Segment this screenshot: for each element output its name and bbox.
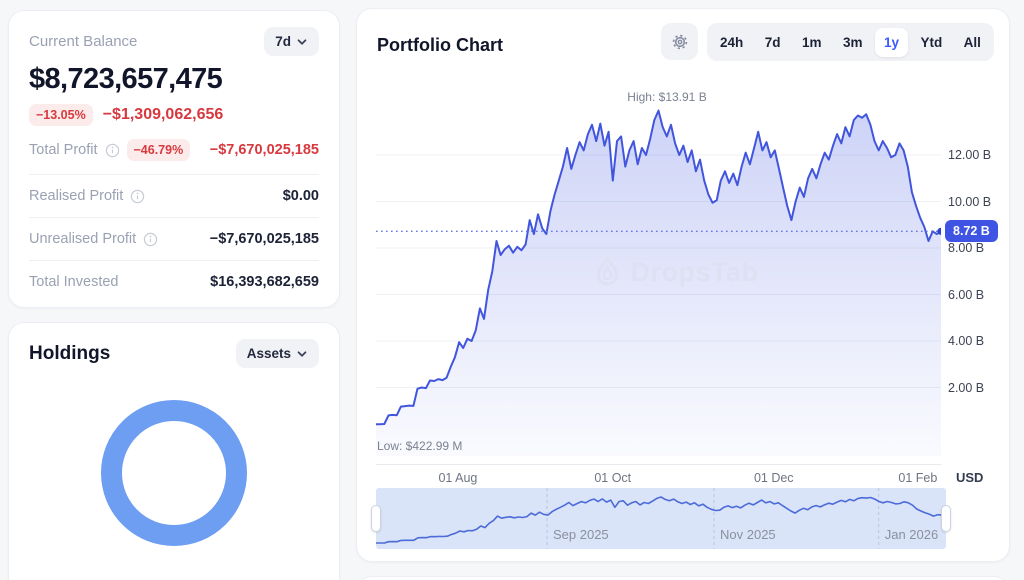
range-button-3m[interactable]: 3m	[834, 28, 872, 57]
currency-unit-label: USD	[956, 470, 984, 485]
time-range-selector: 24h 7d 1m 3m 1y Ytd All	[707, 23, 994, 61]
chart-minimap[interactable]: Sep 2025 Nov 2025 Jan 2026	[371, 488, 951, 549]
current-balance-value: $8,723,657,475	[29, 63, 223, 95]
brush-handle-right[interactable]	[941, 505, 951, 532]
x-axis-divider	[376, 464, 941, 465]
holdings-donut-chart	[101, 400, 247, 546]
range-button-all[interactable]: All	[955, 28, 990, 57]
next-section-card	[356, 576, 1010, 580]
info-icon[interactable]	[143, 232, 158, 247]
current-balance-card: Current Balance 7d $8,723,657,475 −13.05…	[8, 10, 340, 308]
range-button-24h[interactable]: 24h	[711, 28, 752, 57]
holdings-card: Holdings Assets	[8, 322, 340, 580]
y-axis-label: 2.00 B	[948, 380, 985, 395]
info-icon[interactable]	[105, 143, 120, 158]
stat-label: Total Invested	[29, 274, 119, 290]
info-icon[interactable]	[130, 189, 145, 204]
chart-settings-button[interactable]	[661, 23, 698, 60]
minimap-month-label: Nov 2025	[720, 527, 776, 542]
y-axis-label: 12.00 B	[948, 148, 992, 162]
chart-high-label: High: $13.91 B	[627, 90, 707, 104]
stat-row: Unrealised Profit −$7,670,025,185	[29, 217, 319, 260]
balance-stats-list: Realised Profit $0.00 Unrealised Profit −$7…	[29, 174, 319, 303]
portfolio-chart-title: Portfolio Chart	[377, 35, 503, 55]
stat-value: −$7,670,025,185	[209, 231, 319, 247]
x-axis-label: 01 Feb	[898, 471, 938, 485]
portfolio-chart-card: Portfolio Chart 24h 7d 1m 3m 1y Ytd All High: …	[356, 8, 1010, 562]
chevron-down-icon	[296, 36, 308, 48]
y-axis-label: 10.00 B	[948, 194, 992, 209]
balance-change-pct-badge: −13.05%	[29, 104, 93, 126]
balance-period-value: 7d	[275, 34, 291, 49]
holdings-title: Holdings	[29, 342, 111, 364]
total-profit-value: −$7,670,025,185	[209, 142, 319, 158]
y-axis-label: 8.00 B	[948, 241, 985, 255]
chart-low-label: Low: $422.99 M	[377, 439, 463, 453]
total-profit-pct-badge: −46.79%	[126, 139, 191, 161]
chevron-down-icon	[296, 348, 308, 360]
right-column: Portfolio Chart 24h 7d 1m 3m 1y Ytd All High: …	[356, 8, 1010, 580]
stat-label: Unrealised Profit	[29, 231, 137, 247]
y-axis-label: 6.00 B	[948, 287, 985, 302]
stat-label: Realised Profit	[29, 188, 124, 204]
minimap-month-label: Sep 2025	[553, 527, 609, 542]
x-axis-label: 01 Oct	[594, 471, 632, 485]
range-button-1y[interactable]: 1y	[874, 27, 908, 57]
x-axis-label: 01 Aug	[438, 471, 478, 485]
total-profit-row: Total Profit −46.79% −$7,670,025,185	[29, 139, 319, 174]
range-button-1m[interactable]: 1m	[793, 28, 831, 57]
holdings-filter-value: Assets	[246, 346, 291, 361]
minimap-chart	[376, 488, 947, 549]
holdings-filter-dropdown[interactable]: Assets	[235, 339, 319, 368]
stat-row: Realised Profit $0.00	[29, 174, 319, 217]
x-axis-label: 01 Dec	[753, 471, 794, 485]
balance-period-dropdown[interactable]: 7d	[264, 27, 319, 56]
range-button-ytd[interactable]: Ytd	[911, 28, 951, 57]
brush-handle-left[interactable]	[371, 505, 381, 532]
current-balance-label: Current Balance	[29, 33, 138, 50]
total-profit-label: Total Profit	[29, 142, 98, 158]
gear-icon	[670, 32, 690, 52]
current-value-badge: 8.72 B	[945, 220, 998, 243]
range-button-7d[interactable]: 7d	[756, 28, 790, 57]
minimap-month-label: Jan 2026	[884, 527, 939, 542]
balance-change-absolute: −$1,309,062,656	[102, 106, 224, 123]
y-axis-label: 4.00 B	[948, 334, 985, 348]
stat-row: Total Invested $16,393,682,659	[29, 260, 319, 303]
stat-value: $16,393,682,659	[210, 274, 319, 290]
portfolio-area-chart[interactable]	[376, 96, 941, 456]
left-column: Current Balance 7d $8,723,657,475 −13.05…	[8, 10, 340, 580]
stat-value: $0.00	[282, 188, 319, 204]
